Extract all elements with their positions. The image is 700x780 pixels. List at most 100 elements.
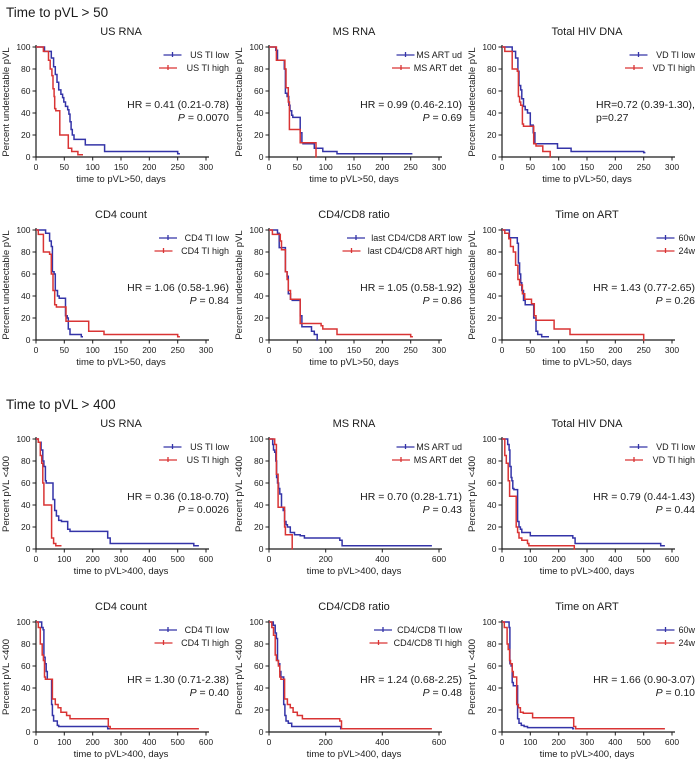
legend-label-us-ti-low: US TI low	[190, 50, 229, 60]
x-axis-label: time to pVL>400, days	[307, 566, 402, 577]
y-tick-label: 100	[482, 434, 496, 444]
y-tick-label: 40	[21, 108, 31, 118]
x-tick-label: 100	[86, 162, 100, 172]
y-tick-label: 80	[487, 64, 497, 74]
legend-label-ms-art-det: MS ART det	[414, 63, 463, 73]
legend-marker-cd4-ti-low	[159, 235, 177, 240]
y-tick-label: 40	[21, 683, 31, 693]
x-tick-label: 600	[199, 554, 213, 564]
legend-label-cd4-cd8-ti-low: CD4/CD8 TI low	[397, 625, 462, 635]
y-tick-label: 0	[259, 544, 264, 554]
km-plot: US RNA 0 50 100 150 200 250 300 0 20 40 60 80 100 time…	[1, 26, 230, 185]
x-tick-label: 50	[526, 162, 536, 172]
hr-annotation: HR = 0.41 (0.21-0.78)	[127, 99, 229, 111]
legend-label-us-ti-high: US TI high	[187, 63, 229, 73]
x-tick-label: 300	[432, 345, 446, 355]
y-axis-label: Percent pVL <400	[467, 639, 478, 715]
x-tick-label: 0	[500, 554, 505, 564]
x-tick-label: 200	[608, 345, 622, 355]
y-tick-label: 40	[21, 291, 31, 301]
y-tick-label: 100	[16, 42, 30, 52]
legend-label-us-ti-high: US TI high	[187, 455, 229, 465]
y-tick-label: 60	[21, 478, 31, 488]
p-value-annotation: P = 0.0070	[178, 112, 229, 124]
x-tick-label: 600	[432, 554, 446, 564]
y-tick-label: 0	[26, 335, 31, 345]
legend-marker-ms-art-det	[392, 65, 410, 70]
x-tick-label: 600	[199, 737, 213, 747]
x-tick-label: 200	[86, 737, 100, 747]
y-tick-label: 0	[26, 727, 31, 737]
x-axis-label: time to pVL>400, days	[74, 749, 169, 760]
panel-title: US RNA	[100, 26, 142, 38]
y-axis-label: Percent undetectable pVL	[467, 47, 478, 156]
y-tick-label: 60	[487, 269, 497, 279]
legend-marker-24w	[656, 248, 675, 253]
legend-marker-vd-ti-low	[629, 444, 648, 449]
x-tick-label: 150	[114, 345, 128, 355]
section-pvl50: Time to pVL > 50 US RNA 0 50 100 150 200 250 30…	[0, 0, 700, 388]
y-tick-label: 40	[254, 108, 264, 118]
legend-label-ms-art-ud: MS ART ud	[416, 442, 462, 452]
legend-marker-60w	[656, 627, 675, 632]
legend-marker-cd4-ti-low	[159, 627, 177, 632]
x-tick-label: 150	[580, 345, 594, 355]
x-tick-label: 400	[608, 554, 622, 564]
legend-label-cd4-ti-high: CD4 TI high	[181, 246, 229, 256]
y-tick-label: 20	[254, 522, 264, 532]
axis-ticks	[265, 621, 440, 736]
y-tick-label: 40	[21, 500, 31, 510]
km-curve-vd-ti-low	[502, 46, 646, 154]
legend-label-ms-art-det: MS ART det	[414, 455, 463, 465]
x-tick-label: 400	[142, 554, 156, 564]
axis-ticks	[498, 621, 673, 736]
km-curve-last-cd4-cd8-art-high	[269, 229, 413, 338]
y-tick-label: 60	[21, 661, 31, 671]
y-tick-label: 40	[254, 291, 264, 301]
p-value-annotation: P = 0.40	[190, 687, 230, 699]
y-tick-label: 0	[259, 152, 264, 162]
y-tick-label: 80	[254, 639, 264, 649]
panel-title: CD4/CD8 ratio	[318, 209, 390, 221]
km-panel-cd4-cd8-ratio-s0: CD4/CD8 ratio 0 50 100 150 200 250 300 0 20 40 60 80…	[233, 205, 466, 388]
y-axis-label: Percent undetectable pVL	[1, 47, 12, 156]
x-axis-label: time to pVL>50, days	[76, 174, 166, 185]
y-tick-label: 20	[487, 130, 497, 140]
km-panel-cd4-count-s0: CD4 count 0 50 100 150 200 250 300 0 20 40 60 80 100 t…	[0, 205, 233, 388]
y-tick-label: 100	[482, 225, 496, 235]
km-curve-us-ti-low	[36, 438, 199, 547]
legend-label-cd4-ti-low: CD4 TI low	[185, 625, 230, 635]
x-axis-label: time to pVL>50, days	[542, 357, 632, 368]
x-tick-label: 0	[267, 554, 272, 564]
km-plot: Time on ART 0 50 100 150 200 250 300 0 20 40 60 80 10…	[467, 209, 695, 368]
legend-marker-cd4-cd8-ti-high	[369, 640, 388, 645]
x-tick-label: 100	[57, 554, 71, 564]
y-axis-label: Percent pVL <400	[234, 456, 245, 532]
legend-label-60w: 60w	[678, 233, 695, 243]
y-tick-label: 100	[16, 434, 30, 444]
legend-marker-60w	[656, 235, 675, 240]
y-tick-label: 40	[487, 108, 497, 118]
x-tick-label: 100	[86, 345, 100, 355]
y-tick-label: 100	[249, 617, 263, 627]
km-curve-vd-ti-low	[502, 438, 665, 547]
x-tick-label: 50	[293, 162, 303, 172]
y-axis-label: Percent pVL <400	[1, 639, 12, 715]
x-tick-label: 200	[375, 162, 389, 172]
panel-grid-pvl400: US RNA 0 100 200 300 400 500 600 0 20 40 60 80 100 tim…	[0, 414, 700, 780]
x-tick-label: 0	[500, 162, 505, 172]
y-tick-label: 0	[492, 152, 497, 162]
km-curve-cd4-ti-low	[36, 621, 110, 730]
legend-marker-us-ti-high	[159, 457, 177, 462]
x-tick-label: 150	[114, 162, 128, 172]
km-curve-vd-ti-high	[502, 46, 551, 158]
x-tick-label: 0	[34, 162, 39, 172]
hr-annotation: HR = 1.24 (0.68-2.25)	[360, 674, 462, 686]
km-curve-cd4-ti-high	[36, 621, 199, 730]
hr-annotation: HR = 1.43 (0.77-2.65)	[593, 282, 695, 294]
y-tick-label: 20	[21, 313, 31, 323]
hr-annotation: HR = 0.70 (0.28-1.71)	[360, 491, 462, 503]
x-tick-label: 400	[142, 737, 156, 747]
